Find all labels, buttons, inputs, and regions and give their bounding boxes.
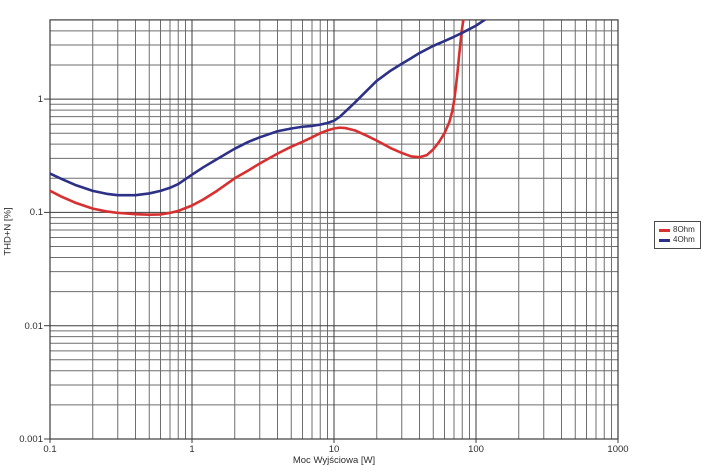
legend-label-4ohm: 4Ohm bbox=[673, 235, 695, 244]
y-axis-title: THD+N [%] bbox=[2, 207, 14, 256]
legend-entry-4ohm: 4Ohm bbox=[659, 235, 697, 245]
curve-4ohm bbox=[50, 19, 486, 197]
x-axis-title: Moc Wyjściowa [W] bbox=[292, 455, 376, 466]
legend: 8Ohm 4Ohm bbox=[654, 221, 701, 249]
legend-swatch-8ohm bbox=[659, 228, 670, 232]
legend-label-8ohm: 8Ohm bbox=[673, 225, 695, 234]
axis-tick-marks bbox=[44, 98, 619, 443]
curve-8ohm bbox=[50, 19, 465, 216]
legend-swatch-4ohm bbox=[659, 238, 670, 242]
legend-entry-8ohm: 8Ohm bbox=[659, 225, 697, 235]
